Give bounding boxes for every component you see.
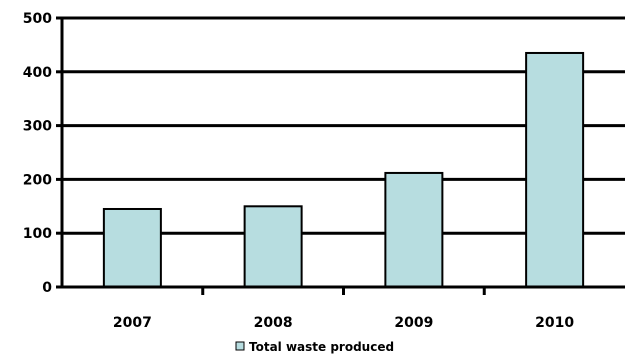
x-tick-labels: 2007 2008 2009 2010	[113, 315, 574, 331]
bar-2008	[243, 205, 303, 288]
legend-label: Total waste produced	[249, 340, 394, 354]
y-tick-label-400: 400	[23, 65, 52, 81]
x-tick-label-2009: 2009	[394, 315, 433, 331]
bar-2009	[384, 171, 444, 288]
bar-2010	[525, 51, 585, 288]
axes	[56, 16, 625, 295]
bars	[102, 51, 585, 289]
legend: Total waste produced	[235, 340, 394, 354]
y-tick-label-200: 200	[23, 172, 52, 188]
y-tick-label-0: 0	[42, 280, 52, 296]
bar-2007	[102, 207, 162, 289]
legend-swatch	[235, 341, 245, 351]
y-tick-label-300: 300	[23, 119, 52, 135]
y-tick-labels: 0 100 200 300 400 500	[23, 11, 52, 296]
x-tick-label-2010: 2010	[535, 315, 574, 331]
x-tick-label-2007: 2007	[113, 315, 152, 331]
y-tick-label-100: 100	[23, 226, 52, 242]
y-tick-label-500: 500	[23, 11, 52, 27]
x-tick-label-2008: 2008	[254, 315, 293, 331]
